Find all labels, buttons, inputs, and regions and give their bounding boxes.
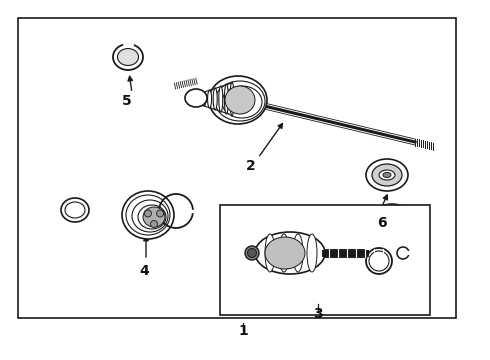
Ellipse shape xyxy=(225,86,255,114)
Text: 2: 2 xyxy=(246,159,256,173)
Ellipse shape xyxy=(219,86,223,112)
Ellipse shape xyxy=(222,86,262,118)
Ellipse shape xyxy=(383,172,391,177)
Ellipse shape xyxy=(126,195,170,235)
Ellipse shape xyxy=(157,210,164,217)
Ellipse shape xyxy=(255,232,325,274)
Ellipse shape xyxy=(245,246,259,260)
Ellipse shape xyxy=(265,234,275,272)
Ellipse shape xyxy=(279,234,289,272)
Text: 3: 3 xyxy=(313,307,323,321)
Ellipse shape xyxy=(307,234,317,272)
Ellipse shape xyxy=(372,164,402,186)
Text: 1: 1 xyxy=(238,324,248,338)
Text: 4: 4 xyxy=(139,264,149,278)
Ellipse shape xyxy=(132,200,168,232)
Ellipse shape xyxy=(150,220,157,228)
Ellipse shape xyxy=(113,44,143,70)
Ellipse shape xyxy=(379,170,395,180)
Ellipse shape xyxy=(145,210,151,217)
Text: 5: 5 xyxy=(122,94,132,108)
Ellipse shape xyxy=(209,76,267,124)
Ellipse shape xyxy=(224,84,228,114)
Ellipse shape xyxy=(247,248,256,257)
Bar xyxy=(220,205,430,315)
Ellipse shape xyxy=(213,88,217,110)
Ellipse shape xyxy=(118,49,139,66)
Ellipse shape xyxy=(293,234,303,272)
Ellipse shape xyxy=(208,90,212,108)
Ellipse shape xyxy=(143,207,165,227)
Ellipse shape xyxy=(122,191,174,239)
Ellipse shape xyxy=(138,205,166,229)
Ellipse shape xyxy=(185,89,207,107)
Ellipse shape xyxy=(366,159,408,191)
Text: 6: 6 xyxy=(377,216,387,230)
Bar xyxy=(18,18,456,318)
Ellipse shape xyxy=(265,237,305,269)
Ellipse shape xyxy=(230,82,234,116)
Ellipse shape xyxy=(202,92,206,106)
Ellipse shape xyxy=(215,81,265,121)
